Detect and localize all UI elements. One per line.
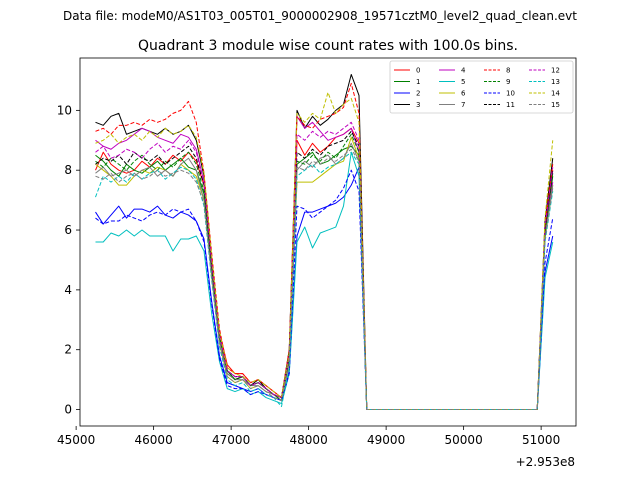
x-tick-label: 45000	[57, 433, 95, 447]
legend-label-9: 9	[506, 78, 510, 86]
series-line-8	[95, 82, 554, 411]
x-tick-label: 51000	[522, 433, 560, 447]
legend-label-5: 5	[461, 78, 465, 86]
series-line-7	[95, 142, 554, 411]
series-line-10	[95, 169, 554, 411]
legend-label-1: 1	[416, 78, 420, 86]
series-line-1	[95, 145, 554, 411]
legend-label-4: 4	[461, 67, 466, 75]
chart-title: Quadrant 3 module wise count rates with …	[138, 38, 518, 54]
legend-label-8: 8	[506, 67, 510, 75]
legend-label-12: 12	[551, 67, 560, 75]
series-line-3	[95, 73, 554, 411]
series-line-2	[95, 166, 554, 411]
legend-label-15: 15	[551, 101, 560, 109]
x-axis-offset-label: +2.953e8	[516, 455, 575, 469]
legend-box	[389, 60, 574, 114]
x-tick-label: 49000	[367, 433, 405, 447]
legend-label-2: 2	[416, 90, 420, 98]
x-tick-label: 48000	[290, 433, 328, 447]
legend-label-11: 11	[506, 101, 515, 109]
y-tick-label: 8	[64, 163, 72, 177]
series-line-4	[95, 115, 554, 411]
series-line-15	[95, 148, 554, 411]
series-line-13	[95, 151, 554, 411]
x-tick-label: 50000	[445, 433, 483, 447]
y-tick-label: 2	[64, 343, 72, 357]
series-line-6	[95, 136, 554, 411]
legend-label-10: 10	[506, 90, 515, 98]
x-axis-ticks: 45000 46000 47000 48000 49000 50000 51000	[57, 426, 560, 447]
x-tick-label: 47000	[212, 433, 250, 447]
axes-frame	[79, 57, 577, 427]
legend-label-3: 3	[416, 101, 420, 109]
y-axis-ticks: 0 2 4 6 8 10	[57, 103, 80, 417]
series-line-12	[95, 121, 554, 411]
x-tick-label: 46000	[135, 433, 173, 447]
legend-label-0: 0	[416, 67, 420, 75]
y-tick-label: 6	[64, 223, 72, 237]
plot-lines	[95, 73, 554, 411]
figure-suptitle: Data file: modeM0/AS1T03_005T01_90000029…	[63, 9, 577, 23]
legend-label-6: 6	[461, 90, 466, 98]
legend-label-13: 13	[551, 78, 560, 86]
legend-label-7: 7	[461, 101, 465, 109]
y-tick-label: 4	[64, 283, 72, 297]
series-line-5	[95, 151, 554, 411]
legend-label-14: 14	[551, 90, 560, 98]
y-tick-label: 10	[57, 103, 72, 117]
y-tick-label: 0	[64, 403, 72, 417]
